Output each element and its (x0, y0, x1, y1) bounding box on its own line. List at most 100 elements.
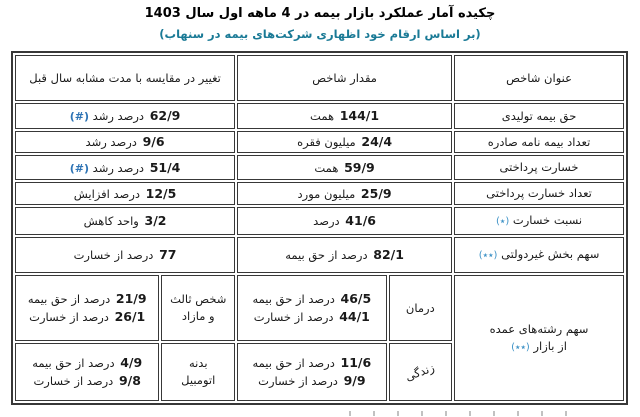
line-label-cell-thirdparty: شخص ثالث و مازاد (161, 275, 236, 342)
premium-text: درصد از حق بیمه (27, 292, 111, 306)
change-text: درصد رشد (92, 108, 145, 123)
claims-text: درصد از خسارت (29, 310, 109, 325)
change-text: درصد رشد (92, 160, 145, 175)
star-marker: (٭) (495, 216, 510, 228)
change-number: 51/4 (149, 159, 181, 175)
value-unit: میلیون فقره (297, 135, 356, 149)
value-cell: 24/4 میلیون فقره (237, 131, 453, 154)
change-number: 62/9 (149, 107, 181, 123)
change-cell: 12/5 درصد افزایش (15, 182, 236, 206)
change-text: درصد از خسارت (73, 248, 154, 263)
value-number: 59/9 (344, 159, 375, 175)
line-label: زندگی (403, 360, 437, 384)
page-title: چکیده آمار عملکرد بازار بیمه در 4 ماهه ا… (144, 6, 496, 21)
change-number: 77 (159, 247, 177, 263)
change-text: واحد کاهش (83, 214, 139, 229)
value-number: 41/6 (345, 213, 376, 229)
page-subtitle: (بر اساس ارقام خود اظهاری شرکت‌های بیمه … (159, 27, 481, 42)
indicator-cell: نسبت خسارت (٭) (454, 207, 624, 236)
claims-number: 9/9 (343, 373, 366, 389)
major-lines-row-health: سهم رشته‌های عمده از بازار (٭٭) درمان 46… (15, 275, 624, 402)
cropped-footnote-fragment (332, 411, 567, 416)
line-label-line1: بدنه (188, 356, 208, 371)
indicator-cell: سهم بخش غیردولتی (٭٭) (454, 237, 624, 274)
indicator-label: نسبت خسارت (512, 213, 583, 228)
line-label-cell-autobody: بدنه اتومبیل (161, 343, 236, 402)
value-number: 82/1 (373, 247, 404, 263)
indicator-label: سهم بخش غیردولتی (501, 247, 600, 262)
header-row: عنوان شاخص مقدار شاخص تغییر در مقایسه با… (15, 55, 624, 101)
hash-marker: (#) (69, 161, 90, 175)
premium-text: درصد از حق بیمه (252, 356, 335, 370)
indicator-cell: حق بیمه تولیدی (454, 103, 624, 129)
table-row: سهم بخش غیردولتی (٭٭) 82/1 درصد از حق بی… (15, 237, 624, 274)
premium-number: 4/9 (120, 355, 143, 370)
line-values-cell-life: 11/6 درصد از حق بیمه 9/9 درصد از خسارت (237, 343, 387, 402)
indicator-cell: تعداد خسارت پرداختی (454, 182, 624, 206)
hash-marker: (#) (69, 109, 90, 123)
line-label: درمان (405, 300, 435, 315)
insurance-stats-table: عنوان شاخص مقدار شاخص تغییر در مقایسه با… (11, 51, 628, 406)
title-block: چکیده آمار عملکرد بازار بیمه در 4 ماهه ا… (0, 0, 640, 41)
line-label-cell-health: درمان (388, 275, 453, 342)
line-values-cell-autobody: 4/9 درصد از حق بیمه 9/8 درصد از خسارت (15, 343, 160, 402)
indicator-cell: تعداد بیمه نامه صادره (454, 131, 624, 154)
indicator-label: حق بیمه تولیدی (501, 108, 577, 123)
value-cell: 25/9 میلیون مورد (237, 182, 453, 206)
claims-number: 26/1 (114, 309, 146, 325)
claims-number: 9/8 (118, 373, 141, 389)
premium-text: درصد از حق بیمه (252, 292, 335, 306)
value-unit: همت (314, 160, 339, 175)
table-row: خسارت پرداختی 59/9 همت 51/4 درصد رشد (#) (15, 155, 624, 181)
indicator-cell-major-lines: سهم رشته‌های عمده از بازار (٭٭) (454, 275, 624, 402)
line-values-cell-health: 46/5 درصد از حق بیمه 44/1 درصد از خسارت (237, 275, 387, 342)
table-row: تعداد بیمه نامه صادره 24/4 میلیون فقره 9… (15, 131, 624, 154)
value-cell: 144/1 همت (237, 103, 453, 129)
value-unit: درصد (313, 214, 340, 229)
value-cell: 82/1 درصد از حق بیمه (237, 237, 453, 274)
indicator-label: تعداد خسارت پرداختی (486, 186, 592, 201)
line-label-line2: اتومبیل (181, 373, 216, 388)
table-row: تعداد خسارت پرداختی 25/9 میلیون مورد 12/… (15, 182, 624, 206)
change-cell: 62/9 درصد رشد (#) (15, 103, 236, 129)
value-number: 144/1 (339, 107, 380, 123)
star-marker: (٭٭) (511, 341, 530, 353)
header-value: مقدار شاخص (237, 55, 453, 101)
major-lines-row-life: زندگی 11/6 درصد از حق بیمه 9/9 درصد از خ… (15, 343, 624, 402)
claims-number: 44/1 (339, 309, 370, 325)
indicator-label: خسارت پرداختی (499, 160, 579, 175)
line-values-cell-thirdparty: 21/9 درصد از حق بیمه 26/1 درصد از خسارت (15, 275, 160, 342)
premium-number: 46/5 (340, 291, 372, 306)
change-number: 3/2 (144, 213, 167, 229)
indicator-label-line1: سهم رشته‌های عمده (489, 322, 589, 337)
change-cell: 51/4 درصد رشد (#) (15, 155, 236, 181)
indicator-cell: خسارت پرداختی (454, 155, 624, 181)
change-number: 9/6 (142, 134, 165, 149)
value-number: 25/9 (360, 185, 392, 201)
change-text: درصد افزایش (73, 186, 140, 201)
line-label-line1: شخص ثالث (170, 292, 227, 307)
line-label-line2: و مازاد (181, 309, 215, 324)
header-change: تغییر در مقایسه با مدت مشابه سال قبل (15, 55, 236, 101)
claims-text: درصد از خسارت (253, 310, 334, 325)
value-number: 24/4 (361, 134, 393, 149)
table-row: نسبت خسارت (٭) 41/6 درصد 3/2 واحد کاهش (15, 207, 624, 236)
value-cell: 41/6 درصد (237, 207, 453, 236)
star-marker: (٭٭) (478, 250, 498, 262)
indicator-label: تعداد بیمه نامه صادره (487, 134, 591, 149)
indicator-label-line2: از بازار (533, 338, 567, 353)
premium-number: 11/6 (340, 355, 372, 370)
premium-number: 21/9 (115, 291, 147, 306)
premium-text: درصد از حق بیمه (32, 356, 115, 370)
line-label-cell-life: زندگی (388, 343, 453, 402)
change-cell: 3/2 واحد کاهش (15, 207, 236, 236)
change-cell: 9/6 درصد رشد (15, 131, 236, 154)
claims-text: درصد از خسارت (258, 374, 338, 389)
change-cell: 77 درصد از خسارت (15, 237, 236, 274)
value-unit: میلیون مورد (297, 186, 356, 201)
table-row: حق بیمه تولیدی 144/1 همت 62/9 درصد رشد (… (15, 103, 624, 129)
header-indicator: عنوان شاخص (454, 55, 624, 101)
value-unit: درصد از حق بیمه (285, 248, 368, 263)
value-cell: 59/9 همت (237, 155, 453, 181)
change-number: 12/5 (145, 185, 177, 201)
